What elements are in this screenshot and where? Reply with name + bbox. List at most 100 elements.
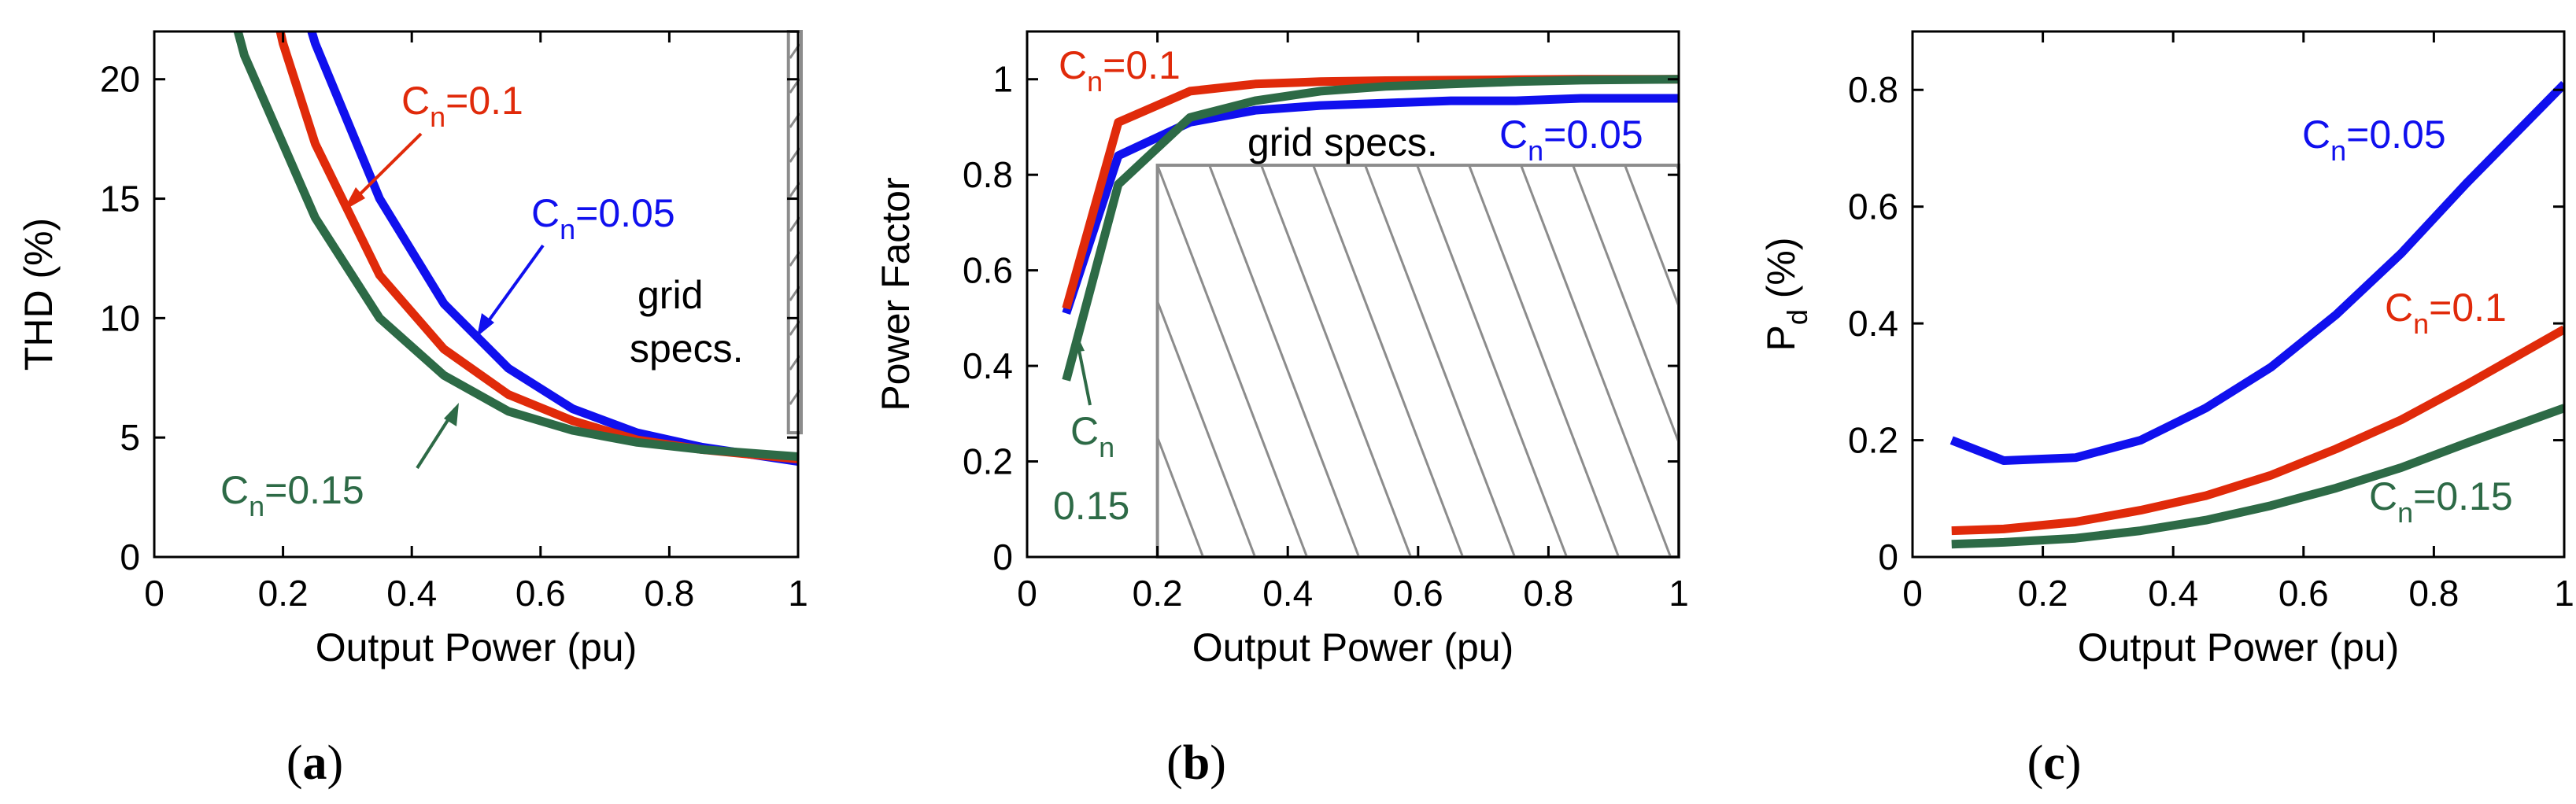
hatch-group (1157, 165, 1679, 557)
grid-spec-label: grid specs. (1247, 120, 1438, 164)
y-tick-label: 0.2 (963, 441, 1013, 482)
annotation-cn01: Cn=0.1 (401, 79, 523, 133)
annotation-cn005: Cn=0.05 (2302, 112, 2446, 167)
annotation-arrowhead (1070, 330, 1085, 352)
panel-caption: (c) (2027, 736, 2082, 790)
annotation-cn01-base: C (2385, 286, 2413, 330)
y-tick-label: 0.8 (1848, 69, 1898, 110)
hatch-line (1157, 165, 1309, 557)
series-line-cn015 (1951, 404, 2564, 549)
caption-letter: a (303, 736, 327, 790)
annotation-cn005: Cn=0.05 (1499, 112, 1643, 167)
hatch-line (1468, 165, 1621, 557)
x-tick-label: 0.6 (516, 573, 566, 614)
x-tick-label: 0.2 (1133, 573, 1183, 614)
x-tick-label: 0.4 (2148, 573, 2198, 614)
annotation-cn015-line2: 0.15 (1053, 484, 1129, 528)
annotation-cn01-subscript: n (2413, 308, 2429, 340)
x-tick-label: 0.6 (1393, 573, 1443, 614)
x-tick-label: 0.6 (2278, 573, 2329, 614)
annotation-cn005-rest: =0.05 (1543, 112, 1643, 157)
y-axis-label-rest: (%) (1759, 237, 1803, 309)
annotation-cn005-base: C (531, 191, 560, 235)
series-line-cn005 (1062, 94, 1679, 315)
y-axis-label-base: P (1759, 325, 1803, 351)
y-tick-label: 15 (100, 179, 140, 219)
caption-letter: c (2043, 736, 2065, 790)
annotation-cn01-rest: =0.1 (1103, 43, 1181, 87)
annotation-cn015: Cn (1070, 409, 1114, 463)
annotation-cn015-subscript: n (249, 490, 264, 522)
annotation-cn01-base: C (401, 79, 430, 123)
y-tick-label: 5 (120, 417, 140, 458)
annotation-cn005-base: C (1499, 112, 1528, 157)
x-axis-label: Output Power (pu) (1192, 625, 1514, 669)
annotation-arrowhead (343, 187, 365, 211)
x-tick-label: 0.8 (1523, 573, 1573, 614)
annotation-cn005-subscript: n (1528, 135, 1543, 167)
hatch-line (1364, 165, 1517, 557)
y-tick-label: 20 (100, 59, 140, 100)
series-line-cn01 (1951, 325, 2564, 536)
y-axis-label: THD (%) (17, 218, 61, 371)
annotation-cn005-subscript: n (560, 213, 575, 245)
series-group (1950, 80, 2564, 549)
y-axis-label: Pd (%) (1759, 237, 1813, 351)
annotation-cn005: Cn=0.05 (531, 191, 675, 245)
hatch-line (1676, 165, 1679, 174)
annotation-cn015-rest: =0.15 (2413, 474, 2513, 518)
x-tick-label: 0 (144, 573, 164, 614)
series-group (1062, 75, 1679, 382)
annotation-cn005-rest: =0.05 (575, 191, 675, 235)
plot-frame (153, 30, 800, 559)
x-tick-label: 0 (1017, 573, 1037, 614)
annotation-cn015-rest: =0.15 (264, 468, 364, 512)
caption-letter: b (1183, 736, 1210, 790)
y-tick-label: 0.6 (963, 250, 1013, 291)
grid-spec-label-line2: specs. (630, 326, 744, 371)
series-group (233, 31, 798, 466)
series-line-cn015 (233, 31, 798, 461)
grid-spec-region (1155, 164, 1680, 559)
annotation-cn01-subscript: n (430, 101, 445, 133)
annotation-cn01-rest: =0.1 (445, 79, 523, 123)
annotation-cn01-subscript: n (1087, 65, 1103, 98)
annotation-cn015-base: C (2369, 474, 2397, 518)
y-tick-label: 0.4 (1848, 303, 1898, 344)
y-axis-label: Power Factor (874, 177, 918, 411)
caption-close: ) (2065, 736, 2082, 790)
y-tick-label: 0 (992, 537, 1013, 577)
annotation-cn015-subscript: n (1099, 431, 1114, 463)
series-line-cn015 (1062, 75, 1679, 382)
y-tick-label: 10 (100, 297, 140, 338)
x-axis-label: Output Power (pu) (316, 625, 638, 669)
y-tick-label: 0.4 (963, 345, 1013, 386)
panel-caption: (a) (286, 736, 343, 790)
annotation-arrowhead (444, 403, 459, 426)
x-tick-label: 0.2 (258, 573, 309, 614)
x-tick-label: 0.2 (2018, 573, 2068, 614)
annotation-cn015-base: C (1070, 409, 1099, 453)
y-tick-label: 0 (1878, 537, 1898, 577)
x-tick-label: 0.4 (1262, 573, 1313, 614)
annotation-cn015: Cn=0.15 (2369, 474, 2513, 529)
y-axis-label-subscript: d (1781, 309, 1813, 325)
x-tick-label: 0 (1902, 573, 1923, 614)
annotation-cn01: Cn=0.1 (1059, 43, 1181, 98)
annotation-cn015-subscript: n (2397, 496, 2413, 529)
annotation-cn01-base: C (1059, 43, 1087, 87)
panel-b: 0 0.2 0.4 0.6 0.8 1 0 0.2 0.4 0.6 0.8 1 Output Power… (874, 30, 1689, 790)
caption-open: ( (1166, 736, 1183, 790)
annotation-cn005-rest: =0.05 (2346, 112, 2446, 157)
annotation-cn01: Cn=0.1 (2385, 286, 2507, 340)
y-tick-label: 0.8 (963, 154, 1013, 195)
y-tick-label: 1 (992, 59, 1013, 100)
hatch-line (1572, 165, 1679, 446)
x-tick-label: 1 (1669, 573, 1689, 614)
annotation-cn01-rest: =0.1 (2429, 286, 2507, 330)
x-tick-label: 0.8 (644, 573, 694, 614)
annotation-cn005-subscript: n (2330, 135, 2346, 167)
